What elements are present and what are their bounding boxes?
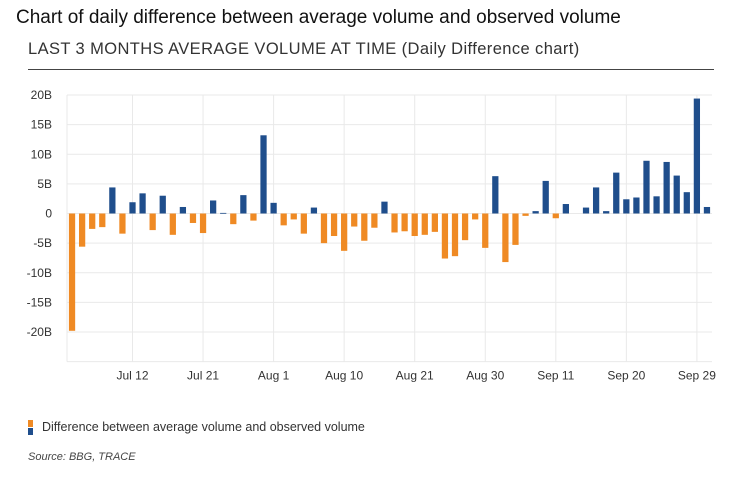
bar — [341, 213, 348, 251]
bar — [542, 180, 549, 214]
bar — [502, 213, 509, 263]
x-tick-label: Sep 11 — [537, 369, 574, 383]
x-tick-label: Aug 21 — [396, 369, 434, 383]
bar — [441, 213, 449, 259]
bar — [411, 213, 418, 237]
chart-subtitle: LAST 3 MONTHS AVERAGE VOLUME AT TIME (Da… — [28, 40, 580, 58]
bar — [300, 213, 307, 234]
x-tick-label: Jul 12 — [116, 369, 148, 383]
bar — [210, 200, 217, 214]
bar — [230, 213, 237, 225]
bar — [391, 213, 398, 233]
legend-swatch-negative — [28, 420, 33, 427]
y-tick-label: -15B — [27, 295, 52, 309]
bar — [371, 213, 378, 228]
bar — [613, 172, 620, 214]
bar — [129, 202, 136, 214]
bar — [451, 213, 459, 257]
bar — [492, 176, 499, 214]
y-tick-label: -10B — [27, 266, 52, 280]
x-axis: Jul 12 Jul 21 Aug 1 Aug 10 Aug 21 Aug 30 Sep 1… — [116, 369, 716, 383]
bar — [169, 213, 176, 235]
title-divider — [28, 69, 714, 70]
legend-swatch-positive — [28, 428, 33, 435]
y-axis: 20B 15B 10B 5B 0 -5B -10B -15B -20B — [27, 88, 53, 339]
bar — [78, 213, 86, 247]
bar — [159, 195, 166, 214]
legend-label: Difference between average volume and ob… — [42, 420, 365, 434]
y-tick-label: 5B — [37, 177, 52, 191]
x-tick-label: Sep 29 — [678, 369, 716, 383]
bar — [320, 213, 328, 244]
x-tick-label: Sep 20 — [607, 369, 645, 383]
bar — [703, 206, 711, 214]
bar — [401, 213, 408, 232]
bar — [89, 213, 96, 229]
bar — [330, 213, 338, 237]
bar — [99, 213, 106, 228]
bar — [482, 213, 489, 248]
bar — [673, 175, 680, 214]
y-tick-label: 15B — [31, 118, 52, 132]
bar — [532, 211, 539, 214]
x-tick-label: Jul 21 — [187, 369, 219, 383]
bar — [603, 211, 610, 214]
bar — [431, 213, 438, 232]
bar — [240, 195, 247, 214]
bar — [421, 213, 428, 235]
bar — [139, 193, 146, 214]
bar — [220, 212, 227, 214]
bar — [381, 201, 388, 214]
bar — [149, 213, 156, 231]
y-tick-label: -20B — [27, 325, 52, 339]
bar — [552, 213, 559, 219]
bar — [260, 135, 267, 214]
chart-title: Chart of daily difference between averag… — [16, 7, 621, 28]
y-tick-label: -5B — [33, 236, 52, 250]
x-tick-label: Aug 30 — [466, 369, 504, 383]
y-tick-label: 10B — [31, 147, 52, 161]
bar — [68, 213, 76, 331]
x-tick-label: Aug 10 — [325, 369, 363, 383]
bar — [461, 213, 469, 241]
bar — [663, 161, 670, 214]
bar-chart: 20B 15B 10B 5B 0 -5B -10B -15B -20B Jul 12 Jul 21… — [27, 88, 717, 383]
bar — [270, 202, 277, 214]
bar — [280, 213, 287, 226]
source-note: Source: BBG, TRACE — [28, 451, 136, 463]
bar — [522, 213, 529, 216]
x-tick-label: Aug 1 — [258, 369, 290, 383]
gridlines — [66, 94, 712, 363]
bar — [643, 160, 650, 214]
bar — [623, 199, 630, 214]
legend-swatch — [28, 420, 33, 435]
bar — [109, 187, 116, 214]
y-tick-label: 0 — [45, 207, 52, 221]
bar — [351, 213, 358, 227]
bars — [68, 98, 711, 331]
bar — [361, 213, 368, 241]
bar — [199, 213, 207, 234]
bar — [683, 192, 690, 214]
bar — [582, 207, 590, 214]
bar — [633, 197, 640, 214]
bar — [693, 98, 701, 214]
bar — [119, 213, 126, 234]
bar — [653, 196, 660, 214]
bar — [189, 213, 197, 223]
y-tick-label: 20B — [31, 88, 52, 102]
bar — [310, 207, 318, 214]
bar — [250, 213, 257, 221]
bar — [290, 213, 297, 220]
bar — [592, 187, 600, 214]
bar — [179, 206, 187, 214]
bar — [512, 213, 519, 245]
bar — [472, 213, 479, 220]
bar — [562, 204, 569, 214]
